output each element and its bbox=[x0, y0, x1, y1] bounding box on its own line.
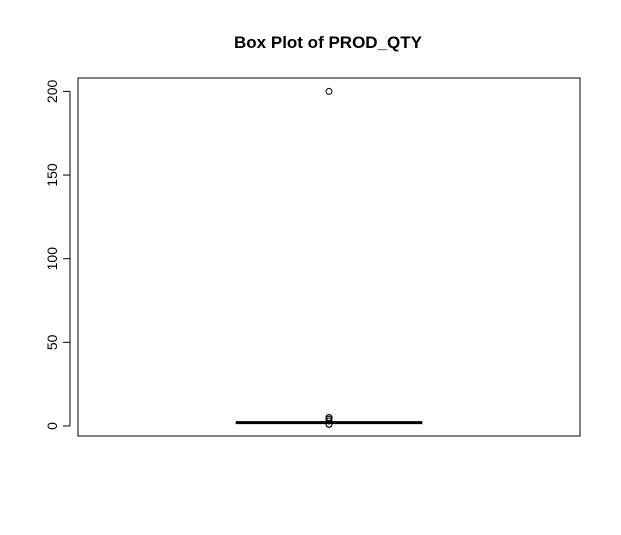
y-tick-label: 50 bbox=[44, 334, 60, 350]
y-tick-label: 100 bbox=[44, 247, 60, 271]
chart-title: Box Plot of PROD_QTY bbox=[234, 33, 423, 52]
outlier-point bbox=[325, 420, 333, 428]
plot-frame bbox=[77, 77, 581, 437]
outlier-point bbox=[325, 87, 333, 95]
y-tick-label: 0 bbox=[44, 422, 60, 430]
outlier-point bbox=[325, 414, 333, 422]
y-tick-label: 200 bbox=[44, 79, 60, 103]
y-axis: 0 50 100 150 200 bbox=[44, 79, 71, 430]
y-tick-label: 150 bbox=[44, 163, 60, 187]
outlier-points bbox=[325, 87, 333, 428]
